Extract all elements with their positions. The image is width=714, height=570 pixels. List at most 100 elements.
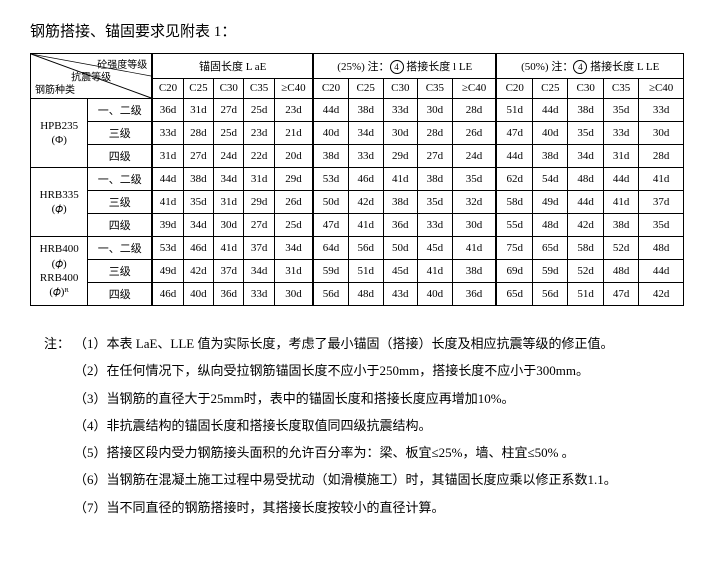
cell-value: 65d — [533, 237, 568, 260]
cell-value: 41d — [639, 168, 684, 191]
cell-value: 33d — [639, 99, 684, 122]
cell-value: 41d — [418, 260, 453, 283]
page-title: 钢筋搭接、锚固要求见附表 1： — [30, 20, 684, 41]
seismic-level: 三级 — [88, 191, 152, 214]
cell-value: 23d — [244, 122, 274, 145]
group-header-3: (50%) 注：4 搭接长度 L LE — [496, 54, 683, 79]
note-text: （3）当钢筋的直径大于25mm时，表中的锚固长度和搭接长度应再增加10%。 — [74, 385, 684, 412]
rebar-type: HRB335(𝜙) — [31, 168, 88, 237]
table-row: HRB335(𝜙)一、二级44d38d34d31d29d53d46d41d38d… — [31, 168, 684, 191]
col-header: C35 — [603, 78, 638, 98]
cell-value: 50d — [313, 191, 348, 214]
note-label — [30, 439, 74, 466]
note-text: （6）当钢筋在混凝土施工过程中易受扰动（如滑模施工）时，其锚固长度应乘以修正系数… — [74, 466, 684, 493]
cell-value: 42d — [183, 260, 213, 283]
cell-value: 30d — [274, 283, 313, 306]
cell-value: 51d — [496, 99, 532, 122]
col-header: C35 — [244, 78, 274, 98]
cell-value: 54d — [533, 168, 568, 191]
cell-value: 31d — [274, 260, 313, 283]
col-header: C20 — [313, 78, 348, 98]
cell-value: 35d — [418, 191, 453, 214]
cell-value: 41d — [348, 214, 383, 237]
cell-value: 41d — [603, 191, 638, 214]
cell-value: 41d — [214, 237, 244, 260]
cell-value: 38d — [383, 191, 418, 214]
note-label — [30, 385, 74, 412]
cell-value: 30d — [383, 122, 418, 145]
cell-value: 33d — [152, 122, 183, 145]
g3-note: 注： — [551, 61, 573, 73]
note-text: （1）本表 LaE、LLE 值为实际长度，考虑了最小锚固（搭接）长度及相应抗震等… — [74, 330, 684, 357]
cell-value: 27d — [244, 214, 274, 237]
cell-value: 51d — [568, 283, 603, 306]
note-text: （5）搭接区段内受力钢筋接头面积的允许百分率为：梁、板宜≤25%，墙、柱宜≤50… — [74, 439, 684, 466]
cell-value: 30d — [452, 214, 496, 237]
cell-value: 44d — [496, 145, 532, 168]
g3-label: 搭接长度 L LE — [590, 61, 659, 73]
cell-value: 47d — [313, 214, 348, 237]
cell-value: 24d — [452, 145, 496, 168]
cell-value: 47d — [496, 122, 532, 145]
rebar-type: HRB400(𝜙)RRB400(𝜙)ᴿ — [31, 237, 88, 306]
g3-pct: (50%) — [521, 61, 549, 73]
cell-value: 41d — [383, 168, 418, 191]
cell-value: 38d — [603, 214, 638, 237]
cell-value: 36d — [152, 99, 183, 122]
cell-value: 29d — [244, 191, 274, 214]
cell-value: 34d — [183, 214, 213, 237]
seismic-level: 四级 — [88, 283, 152, 306]
note-label — [30, 466, 74, 493]
note-row: （3）当钢筋的直径大于25mm时，表中的锚固长度和搭接长度应再增加10%。 — [30, 385, 684, 412]
col-header: C30 — [214, 78, 244, 98]
cell-value: 42d — [348, 191, 383, 214]
cell-value: 50d — [383, 237, 418, 260]
cell-value: 40d — [533, 122, 568, 145]
table-row: 三级41d35d31d29d26d50d42d38d35d32d58d49d44… — [31, 191, 684, 214]
cell-value: 42d — [568, 214, 603, 237]
note-text: （4）非抗震结构的锚固长度和搭接长度取值同四级抗震结构。 — [74, 412, 684, 439]
cell-value: 38d — [533, 145, 568, 168]
note-row: （4）非抗震结构的锚固长度和搭接长度取值同四级抗震结构。 — [30, 412, 684, 439]
cell-value: 38d — [313, 145, 348, 168]
cell-value: 38d — [183, 168, 213, 191]
cell-value: 46d — [348, 168, 383, 191]
seismic-level: 四级 — [88, 145, 152, 168]
col-header: C25 — [533, 78, 568, 98]
seismic-level: 三级 — [88, 122, 152, 145]
g2-pct: (25%) — [337, 61, 365, 73]
rebar-type: HPB235(Φ) — [31, 99, 88, 168]
note-label: 注： — [30, 330, 74, 357]
col-header: ≥C40 — [452, 78, 496, 98]
cell-value: 40d — [313, 122, 348, 145]
cell-value: 49d — [533, 191, 568, 214]
cell-value: 48d — [348, 283, 383, 306]
cell-value: 69d — [496, 260, 532, 283]
seismic-level: 一、二级 — [88, 168, 152, 191]
col-header: C30 — [568, 78, 603, 98]
cell-value: 31d — [214, 191, 244, 214]
cell-value: 25d — [274, 214, 313, 237]
notes-section: 注：（1）本表 LaE、LLE 值为实际长度，考虑了最小锚固（搭接）长度及相应抗… — [30, 330, 684, 521]
cell-value: 48d — [639, 237, 684, 260]
cell-value: 56d — [348, 237, 383, 260]
cell-value: 45d — [383, 260, 418, 283]
cell-value: 41d — [152, 191, 183, 214]
cell-value: 49d — [152, 260, 183, 283]
cell-value: 38d — [452, 260, 496, 283]
cell-value: 29d — [383, 145, 418, 168]
table-row: 四级31d27d24d22d20d38d33d29d27d24d44d38d34… — [31, 145, 684, 168]
cell-value: 59d — [533, 260, 568, 283]
cell-value: 40d — [183, 283, 213, 306]
cell-value: 25d — [214, 122, 244, 145]
cell-value: 35d — [183, 191, 213, 214]
cell-value: 47d — [603, 283, 638, 306]
cell-value: 33d — [603, 122, 638, 145]
cell-value: 38d — [418, 168, 453, 191]
cell-value: 34d — [274, 237, 313, 260]
cell-value: 25d — [244, 99, 274, 122]
cell-value: 34d — [568, 145, 603, 168]
cell-value: 30d — [214, 214, 244, 237]
cell-value: 23d — [274, 99, 313, 122]
note-row: （7）当不同直径的钢筋搭接时，其搭接长度按较小的直径计算。 — [30, 494, 684, 521]
